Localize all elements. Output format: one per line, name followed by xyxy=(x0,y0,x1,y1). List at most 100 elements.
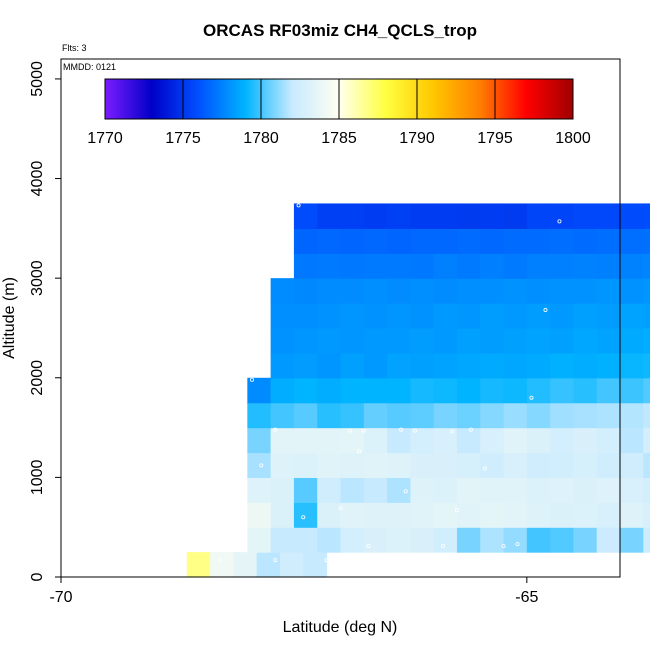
heatmap-cell xyxy=(317,377,342,404)
heatmap-cell xyxy=(480,203,505,229)
flight-point xyxy=(501,544,506,549)
heatmap-cell xyxy=(526,402,551,429)
heatmap-cell xyxy=(573,452,598,478)
x-axis: -70 -65 xyxy=(49,577,538,606)
heatmap-cell xyxy=(433,502,458,528)
heatmap-cell xyxy=(480,502,505,528)
flight-point xyxy=(263,292,268,297)
heatmap-cell xyxy=(186,552,211,578)
heatmap-cell xyxy=(363,427,388,454)
y-tick-label: 3000 xyxy=(29,260,46,296)
heatmap-cell xyxy=(596,502,621,528)
heatmap-cell xyxy=(526,228,551,254)
heatmap-cell xyxy=(456,477,481,503)
heatmap-cell xyxy=(247,402,272,429)
x-tick-label: -70 xyxy=(49,589,72,606)
heatmap-cell xyxy=(433,253,458,279)
heatmap-cell xyxy=(317,452,342,478)
heatmap-cell xyxy=(340,527,365,553)
heatmap-cell xyxy=(433,352,458,379)
heatmap-cell xyxy=(550,427,575,454)
heatmap-cell xyxy=(340,303,365,329)
heatmap-cell xyxy=(596,327,621,354)
heatmap-cell xyxy=(526,427,551,454)
heatmap-cell xyxy=(293,402,318,429)
flight-point xyxy=(515,542,520,547)
heatmap-cell xyxy=(643,452,650,478)
heatmap-cell xyxy=(387,427,411,454)
chart-title: ORCAS RF03miz CH4_QCLS_trop xyxy=(203,21,477,40)
heatmap-cell xyxy=(317,477,342,503)
y-tick-label: 4000 xyxy=(29,161,46,197)
heatmap-cell xyxy=(573,303,598,329)
heatmap-cell xyxy=(340,377,365,404)
heatmap-cell xyxy=(410,377,435,404)
heatmap-cell xyxy=(387,352,411,379)
y-tick-label: 2000 xyxy=(29,360,46,396)
flight-point xyxy=(357,449,362,454)
heatmap-cell xyxy=(503,377,528,404)
heatmap-cell xyxy=(387,278,411,304)
heatmap-cell xyxy=(363,452,388,478)
heatmap-cell xyxy=(480,352,505,379)
heatmap-cell xyxy=(270,402,295,429)
flight-points xyxy=(217,203,562,563)
heatmap-cell xyxy=(480,327,505,354)
heatmap-cell xyxy=(573,327,598,354)
heatmap-cell xyxy=(596,527,621,553)
heatmap-cell xyxy=(293,303,318,329)
heatmap-cell xyxy=(503,352,528,379)
heatmap-cell xyxy=(573,377,598,404)
heatmap-cell xyxy=(410,527,435,553)
heatmap-cell xyxy=(573,253,598,279)
flights-label: Flts: 3 xyxy=(62,43,87,53)
heatmap-cell xyxy=(433,402,458,429)
heatmap-cell xyxy=(620,477,644,503)
heatmap-cell xyxy=(550,278,575,304)
y-axis-label: Altitude (m) xyxy=(1,277,18,359)
heatmap-cell xyxy=(303,552,328,578)
heatmap-cell xyxy=(620,527,644,553)
heatmap-cell xyxy=(573,427,598,454)
heatmap-cell xyxy=(293,253,318,279)
heatmap-cell xyxy=(340,452,365,478)
heatmap-cell xyxy=(550,303,575,329)
heatmap-cell xyxy=(363,502,388,528)
heatmap-cell xyxy=(596,203,621,229)
heatmap-cell xyxy=(456,377,481,404)
heatmap-cell xyxy=(480,527,505,553)
heatmap-cell xyxy=(363,303,388,329)
heatmap-cell xyxy=(317,352,342,379)
heatmap-cell xyxy=(340,278,365,304)
heatmap-cell xyxy=(387,402,411,429)
heatmap-cell xyxy=(526,452,551,478)
heatmap-cell xyxy=(210,552,234,578)
heatmap-cell xyxy=(550,228,575,254)
heatmap-cell xyxy=(317,228,342,254)
heatmap-cell xyxy=(643,527,650,553)
heatmap-cell xyxy=(480,477,505,503)
flight-point xyxy=(259,463,264,468)
flight-point xyxy=(482,466,487,471)
plot-frame xyxy=(60,58,621,578)
heatmap-cell xyxy=(526,527,551,553)
heatmap-cell xyxy=(550,253,575,279)
heatmap-cell xyxy=(363,203,388,229)
heatmap-cell xyxy=(550,327,575,354)
flight-point xyxy=(399,427,404,432)
heatmap-cell xyxy=(620,502,644,528)
heatmap-cell xyxy=(480,278,505,304)
heatmap-cell xyxy=(456,278,481,304)
heatmap-cell xyxy=(340,352,365,379)
colorbar-tick-label: 1800 xyxy=(555,130,591,147)
flight-point xyxy=(468,427,473,432)
colorbar-tick-label: 1770 xyxy=(87,130,123,147)
heatmap-cell xyxy=(293,203,318,229)
heatmap-cell xyxy=(620,228,644,254)
heatmap-cell xyxy=(340,253,365,279)
flight-point xyxy=(413,428,418,433)
heatmap-cell xyxy=(363,377,388,404)
heatmap-cell xyxy=(550,477,575,503)
heatmap-cell xyxy=(456,502,481,528)
heatmap-cell xyxy=(340,477,365,503)
